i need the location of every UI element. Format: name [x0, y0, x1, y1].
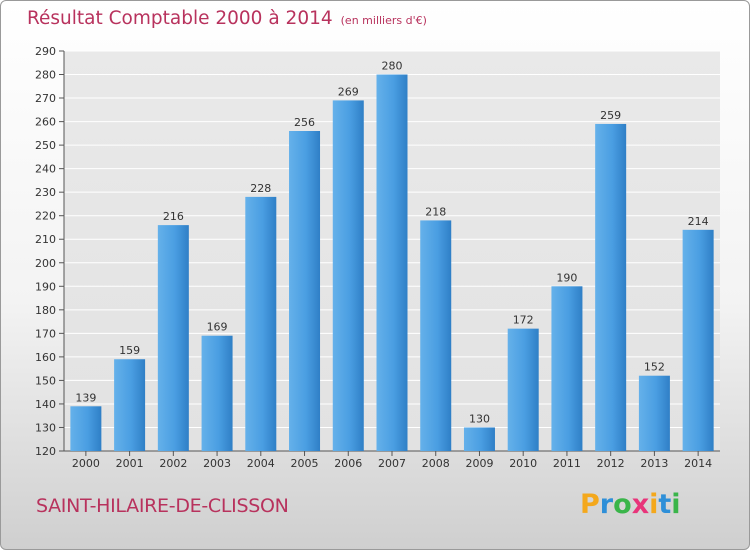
- chart-title-text: Résultat Comptable 2000 à 2014: [27, 8, 333, 29]
- x-tick-label: 2001: [116, 457, 144, 470]
- y-tick-label: 230: [35, 186, 56, 199]
- y-tick-label: 150: [35, 374, 56, 387]
- logo-letter: o: [613, 489, 632, 520]
- x-tick-label: 2005: [291, 457, 319, 470]
- x-tick-label: 2013: [640, 457, 668, 470]
- bar-value-label: 159: [119, 344, 140, 357]
- x-tick-label: 2014: [684, 457, 712, 470]
- bar: [332, 100, 364, 451]
- bar-value-label: 139: [75, 391, 96, 404]
- bar-value-label: 216: [163, 210, 184, 223]
- bar: [114, 359, 146, 451]
- chart-title: Résultat Comptable 2000 à 2014 (en millie…: [27, 8, 427, 29]
- y-tick-label: 200: [35, 257, 56, 270]
- bar: [245, 196, 277, 451]
- x-tick-label: 2003: [203, 457, 231, 470]
- x-tick-label: 2000: [72, 457, 100, 470]
- bar: [420, 220, 452, 451]
- bar: [507, 328, 539, 451]
- bar: [551, 286, 583, 451]
- y-tick-label: 290: [35, 45, 56, 58]
- x-tick-label: 2007: [378, 457, 406, 470]
- chart-subtitle: (en milliers d'€): [340, 14, 427, 27]
- x-tick-label: 2011: [553, 457, 581, 470]
- logo-letter: i: [671, 489, 681, 520]
- bar-value-label: 280: [382, 60, 403, 73]
- bar: [682, 229, 714, 451]
- bar-value-label: 190: [556, 271, 577, 284]
- y-tick-label: 240: [35, 163, 56, 176]
- y-tick-label: 190: [35, 280, 56, 293]
- x-tick-label: 2008: [422, 457, 450, 470]
- bar-value-label: 214: [688, 215, 709, 228]
- y-tick-label: 250: [35, 139, 56, 152]
- commune-name: SAINT-HILAIRE-DE-CLISSON: [36, 495, 289, 517]
- y-tick-label: 120: [35, 445, 56, 458]
- logo-letter: x: [631, 489, 650, 520]
- bar: [157, 225, 189, 451]
- bar-value-label: 172: [513, 314, 534, 327]
- bar-value-label: 152: [644, 361, 665, 374]
- bar: [201, 335, 233, 451]
- bar: [376, 74, 408, 451]
- bar-value-label: 259: [600, 109, 621, 122]
- bar-value-label: 130: [469, 412, 490, 425]
- y-tick-label: 220: [35, 210, 56, 223]
- logo-letter: P: [580, 489, 600, 520]
- x-tick-label: 2002: [159, 457, 187, 470]
- y-tick-label: 210: [35, 233, 56, 246]
- bar-value-label: 256: [294, 116, 315, 129]
- y-tick-label: 260: [35, 116, 56, 129]
- bar-value-label: 218: [425, 205, 446, 218]
- y-tick-label: 160: [35, 351, 56, 364]
- bar: [638, 375, 670, 451]
- x-tick-label: 2009: [465, 457, 493, 470]
- x-tick-label: 2010: [509, 457, 537, 470]
- bar-value-label: 228: [250, 182, 271, 195]
- y-tick-label: 170: [35, 327, 56, 340]
- bar-value-label: 269: [338, 85, 359, 98]
- y-tick-label: 180: [35, 304, 56, 317]
- x-tick-label: 2006: [334, 457, 362, 470]
- y-tick-label: 130: [35, 421, 56, 434]
- y-tick-label: 280: [35, 69, 56, 82]
- y-tick-label: 140: [35, 398, 56, 411]
- bar: [595, 123, 627, 452]
- x-tick-label: 2012: [597, 457, 625, 470]
- bar: [463, 427, 495, 451]
- bar: [70, 406, 102, 451]
- bar-value-label: 169: [207, 321, 228, 334]
- logo-letter: t: [658, 489, 672, 520]
- logo-letter: r: [599, 489, 614, 520]
- y-tick-label: 270: [35, 92, 56, 105]
- x-tick-label: 2004: [247, 457, 275, 470]
- logo-letter: i: [649, 489, 659, 520]
- proxiti-logo: Proxiti: [580, 489, 681, 520]
- bar: [289, 131, 321, 451]
